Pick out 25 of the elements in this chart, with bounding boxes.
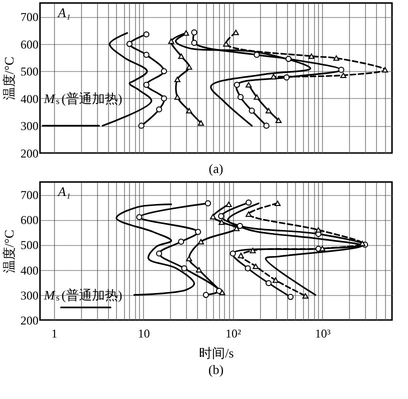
y-tick-label: 500 [20,238,38,252]
y-tick-label: 200 [20,146,38,160]
x-tick-label: 10 [138,326,150,340]
x-tick-label: 10² [226,326,242,340]
y-tick-label: 700 [20,188,38,202]
text: (b) [208,362,224,377]
y-tick-label: 300 [20,119,38,134]
y-tick-label: 400 [20,92,38,106]
text: (a) [208,161,224,176]
annotation: A₁ [57,184,70,199]
annotation: A₁ [57,5,70,20]
annotation: Ms(普通加热) [43,288,122,303]
x-tick-label: 1 [51,326,58,340]
y-axis-title: 温度/°C [2,230,16,274]
y-axis-title: 温度/°C [2,56,16,100]
y-tick-label: 200 [20,314,38,328]
x-axis-title: 时间/s [199,346,234,360]
y-tick-label: 400 [20,263,38,278]
annotation: Ms(普通加热) [43,91,122,106]
y-tick-label: 600 [20,213,38,228]
y-tick-label: 700 [20,10,38,24]
y-tick-label: 500 [20,64,38,79]
x-tick-label: 10³ [315,326,332,340]
y-tick-label: 300 [20,288,38,302]
y-tick-label: 600 [20,37,38,52]
